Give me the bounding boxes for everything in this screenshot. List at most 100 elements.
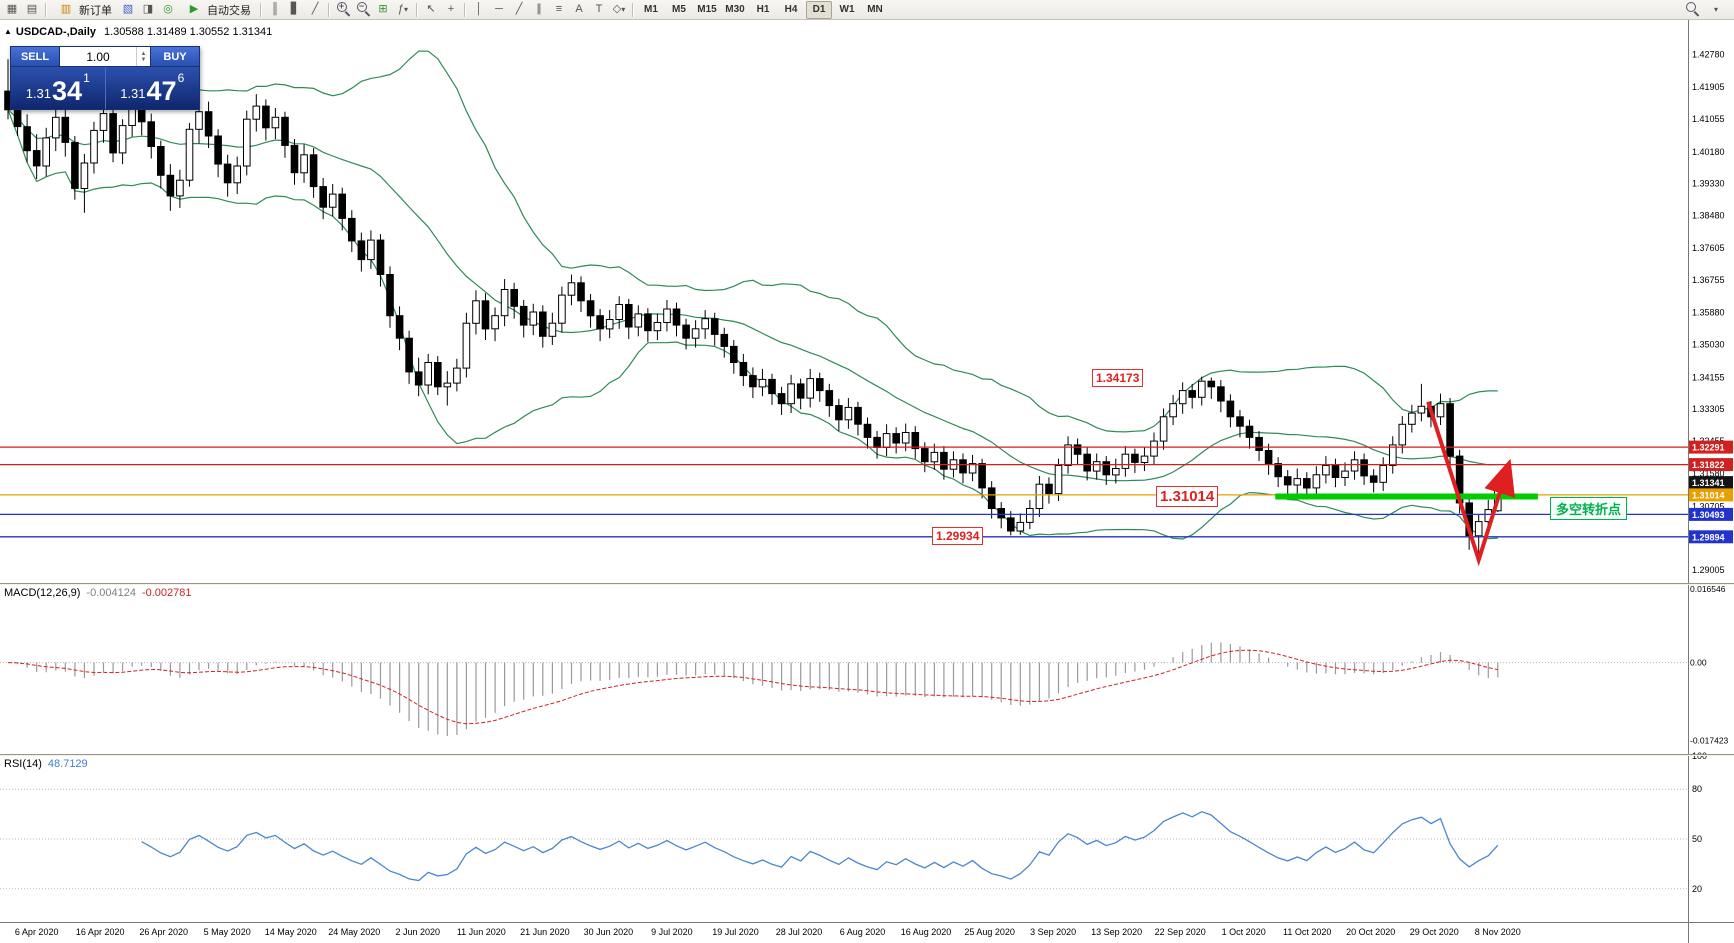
rsi-name: RSI(14) <box>4 758 42 770</box>
zoom-in-icon: + <box>336 1 351 16</box>
volume-down-icon[interactable]: ▼ <box>140 56 147 63</box>
toolbar-separator <box>328 2 330 17</box>
ohlc-values: 1.30588 1.31489 1.30552 1.31341 <box>104 26 273 38</box>
label-icon[interactable]: T <box>595 2 603 15</box>
x-axis-date-label: 24 May 2020 <box>328 927 380 937</box>
y-axis-tick: 1.29005 <box>1692 565 1725 575</box>
x-axis-date-label: 21 Jun 2020 <box>520 927 570 937</box>
macd-main-value: -0.004124 <box>86 587 136 599</box>
symbol-title: USDCAD-,Daily <box>15 26 96 38</box>
time-axis[interactable]: 6 Apr 2020 16 Apr 2020 26 Apr 2020 5 May 20… <box>0 922 1734 938</box>
macd-signal-line <box>7 649 1498 725</box>
zoom-out-button[interactable]: − <box>353 1 373 19</box>
data-window-icon[interactable]: ◨ <box>142 2 154 15</box>
indicators-button[interactable]: ƒ▾ <box>397 2 409 15</box>
new-order-button[interactable]: ▥ 新订单 <box>50 1 118 19</box>
timeframe-button-h1[interactable]: H1 <box>756 3 770 15</box>
high-price-label[interactable]: 1.34173 <box>1092 369 1144 387</box>
timeframe-button-m30[interactable]: M30 <box>725 3 745 15</box>
fibonacci-icon[interactable]: ≡ <box>555 2 563 15</box>
rsi-axis-tick: 80 <box>1692 784 1702 794</box>
market-watch-icon[interactable]: ▧ <box>122 2 134 15</box>
volume-up-icon[interactable]: ▲ <box>140 50 147 57</box>
volume-spinner: ▲ ▼ <box>136 47 150 66</box>
bollinger-band-line <box>7 109 1498 482</box>
sell-price-base: 1.31 <box>25 86 52 101</box>
shapes-dropdown-icon[interactable]: ◇▾ <box>612 2 626 15</box>
sell-price-pips: 34 <box>52 76 83 106</box>
trendline-icon[interactable]: ╱ <box>515 2 523 15</box>
macd-name: MACD(12,26,9) <box>4 587 81 599</box>
buy-price-base: 1.31 <box>120 86 146 101</box>
vertical-line-icon[interactable]: │ <box>475 2 483 15</box>
low-price-label[interactable]: 1.29934 <box>932 527 984 545</box>
x-axis-date-label: 20 Oct 2020 <box>1346 927 1395 937</box>
candlestick-chart-icon[interactable]: ▋ <box>290 2 300 15</box>
timeframe-button-mn[interactable]: MN <box>867 3 883 15</box>
macd-label: MACD(12,26,9) -0.004124 -0.002781 <box>4 587 192 599</box>
crosshair-icon[interactable]: + <box>447 2 455 15</box>
x-axis-date-label: 11 Oct 2020 <box>1283 927 1331 937</box>
x-axis-date-label: 25 Aug 2020 <box>964 927 1015 937</box>
price-axis[interactable]: 1.42780 1.41905 1.41055 1.40180 1.39330 1.384… <box>1688 20 1734 943</box>
collapse-triangle-icon[interactable]: ▲ <box>4 27 12 36</box>
new-order-label: 新订单 <box>79 4 112 17</box>
navigator-icon[interactable]: ◎ <box>163 2 173 15</box>
buy-price[interactable]: 1.31 47 6 <box>104 67 200 109</box>
chart-area: 1.42780 1.41905 1.41055 1.40180 1.39330 1.384… <box>0 20 1734 943</box>
line-chart-icon[interactable]: ╱ <box>311 2 319 15</box>
volume-box: ▲ ▼ <box>60 46 150 67</box>
horizontal-line-icon[interactable]: ─ <box>495 2 503 15</box>
zoom-in-button[interactable]: + <box>333 1 353 19</box>
chart-window-icon[interactable]: ▦ <box>6 2 18 15</box>
support-price-label[interactable]: 1.31014 <box>1156 486 1219 507</box>
x-axis-date-label: 14 May 2020 <box>265 927 317 937</box>
turning-point-label[interactable]: 多空转折点 <box>1550 497 1628 520</box>
timeframe-button-d1[interactable]: D1 <box>806 0 832 19</box>
volume-input[interactable] <box>60 48 136 65</box>
price-tag <box>1689 476 1733 490</box>
rsi-value: 48.7129 <box>47 758 88 770</box>
rsi-panel-plot[interactable] <box>0 788 1688 890</box>
price-tag-label: 1.30493 <box>1692 510 1725 520</box>
x-axis-date-label: 3 Sep 2020 <box>1030 927 1076 937</box>
trend-arrow-object[interactable] <box>1426 401 1515 567</box>
x-axis-date-label: 16 Apr 2020 <box>76 927 125 937</box>
x-axis-date-label: 8 Nov 2020 <box>1475 927 1521 937</box>
cursor-icon[interactable]: ↖ <box>426 2 436 15</box>
timeframe-button-h4[interactable]: H4 <box>784 3 798 15</box>
search-button[interactable] <box>1682 1 1702 19</box>
timeframe-button-m15[interactable]: M15 <box>697 3 717 15</box>
candlestick-series <box>4 59 1502 554</box>
toolbar-separator <box>260 2 262 17</box>
search-icon <box>1685 1 1700 16</box>
buy-button[interactable]: BUY <box>150 46 200 67</box>
tile-grid-icon[interactable]: ⊞ <box>378 2 388 15</box>
bars-chart-icon[interactable]: ║ <box>271 2 279 15</box>
channel-icon[interactable]: ∥ <box>536 2 542 15</box>
one-click-trade-panel: SELL ▲ ▼ BUY 1.31 34 1 1.31 <box>10 46 200 110</box>
toolbar-separator <box>632 2 634 17</box>
text-icon[interactable]: A <box>575 2 583 15</box>
toolbar-more-dropdown-icon[interactable]: ▾ <box>1713 4 1718 14</box>
x-axis-date-label: 2 Jun 2020 <box>396 927 441 937</box>
price-tag <box>1689 530 1733 544</box>
autotrade-button[interactable]: ▶ 自动交易 <box>178 1 257 19</box>
price-tag-label: 1.32291 <box>1692 443 1725 453</box>
timeframe-button-m5[interactable]: M5 <box>672 3 686 15</box>
chart-canvas[interactable]: 1.42780 1.41905 1.41055 1.40180 1.39330 1.384… <box>0 20 1734 943</box>
x-axis-date-label: 22 Sep 2020 <box>1155 927 1206 937</box>
sell-price[interactable]: 1.31 34 1 <box>11 67 105 109</box>
price-tag <box>1689 440 1733 454</box>
bollinger-band-line <box>7 50 1498 433</box>
tile-windows-icon[interactable]: ▤ <box>26 2 38 15</box>
timeframe-button-m1[interactable]: M1 <box>644 3 658 15</box>
timeframe-button-w1[interactable]: W1 <box>839 3 855 15</box>
sell-button[interactable]: SELL <box>10 46 60 67</box>
price-tag-label: 1.31014 <box>1692 490 1725 500</box>
macd-panel-plot[interactable] <box>0 642 1688 737</box>
price-tag-label: 1.29894 <box>1692 532 1725 542</box>
horizontal-line-objects[interactable] <box>0 446 1688 538</box>
price-tag-label: 1.31822 <box>1692 460 1725 470</box>
main-chart-plot[interactable] <box>0 50 1688 567</box>
